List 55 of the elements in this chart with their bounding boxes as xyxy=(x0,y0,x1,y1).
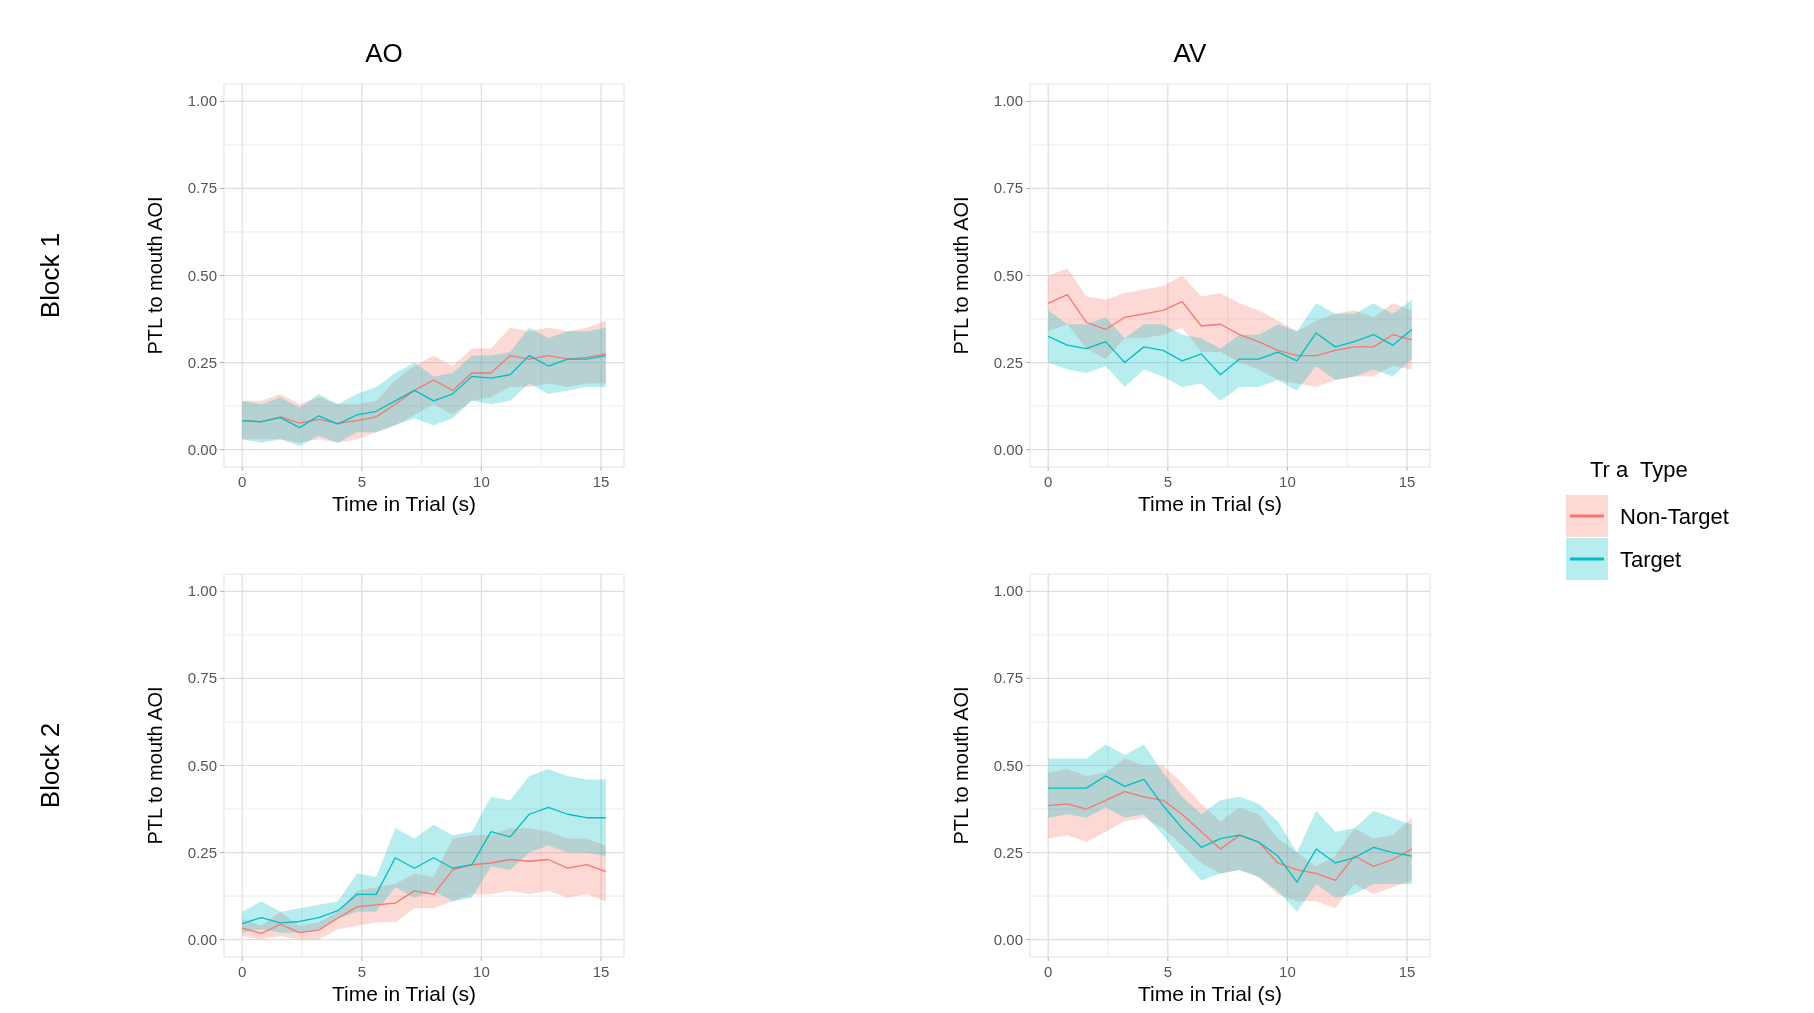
x-axis-title: Time in Trial (s) xyxy=(332,492,476,515)
y-axis-title: PTL to mouth AOI xyxy=(144,196,166,355)
y-tick-label: 0.50 xyxy=(993,266,1023,284)
x-tick-label: 15 xyxy=(1398,473,1416,490)
x-tick-label: 5 xyxy=(1163,473,1172,490)
y-axis-title: PTL to mouth AOI xyxy=(144,686,166,845)
x-tick-label: 0 xyxy=(238,473,247,490)
y-tick-label: 0.50 xyxy=(993,756,1023,774)
chart-title: AO xyxy=(365,38,403,68)
y-tick-label: 1.00 xyxy=(187,92,217,110)
text: Block 2 xyxy=(35,722,65,809)
text: Block 1 xyxy=(35,232,65,319)
x-axis-title: Time in Trial (s) xyxy=(1138,982,1282,1005)
x-tick-label: 10 xyxy=(1279,473,1296,490)
x-tick-label: 15 xyxy=(592,963,610,980)
y-tick-label: 0.00 xyxy=(187,930,217,948)
y-tick-label: 0.75 xyxy=(187,669,217,687)
y-axis-title: PTL to mouth AOI xyxy=(950,686,972,845)
x-tick-label: 5 xyxy=(357,963,366,980)
line-series xyxy=(241,858,607,934)
x-tick-label: 10 xyxy=(473,473,490,490)
x-tick-label: 0 xyxy=(1044,473,1053,490)
x-tick-label: 15 xyxy=(1398,963,1416,980)
x-tick-label: 5 xyxy=(1163,963,1172,980)
line-series xyxy=(1047,328,1413,376)
x-tick-label: 0 xyxy=(1044,963,1053,980)
y-tick-label: 0.00 xyxy=(187,440,217,458)
y-tick-label: 1.00 xyxy=(993,92,1023,110)
x-tick-label: 5 xyxy=(357,473,366,490)
y-axis-title: PTL to mouth AOI xyxy=(950,196,972,355)
y-tick-label: 0.25 xyxy=(187,843,217,861)
legend-title: Tr a Type xyxy=(1590,457,1688,482)
y-tick-label: 0.75 xyxy=(993,669,1023,687)
legend-label: Target xyxy=(1620,547,1682,572)
chart-title: AV xyxy=(1173,38,1208,68)
line-series xyxy=(241,806,607,925)
x-tick-label: 0 xyxy=(238,963,247,980)
x-axis-title: Time in Trial (s) xyxy=(332,982,476,1005)
x-tick-label: 10 xyxy=(1279,963,1296,980)
legend-label: Non-Target xyxy=(1620,504,1729,529)
line-series xyxy=(1047,294,1413,357)
y-tick-label: 0.25 xyxy=(187,353,217,371)
y-tick-label: 0.00 xyxy=(993,440,1023,458)
y-tick-label: 0.75 xyxy=(993,179,1023,197)
y-tick-label: 0.50 xyxy=(187,266,217,284)
y-tick-label: 1.00 xyxy=(993,582,1023,600)
x-tick-label: 15 xyxy=(592,473,610,490)
y-tick-label: 0.75 xyxy=(187,179,217,197)
y-tick-label: 0.25 xyxy=(993,353,1023,371)
x-tick-label: 10 xyxy=(473,963,490,980)
y-tick-label: 1.00 xyxy=(187,582,217,600)
y-tick-label: 0.50 xyxy=(187,756,217,774)
x-axis-title: Time in Trial (s) xyxy=(1138,492,1282,515)
y-tick-label: 0.25 xyxy=(993,843,1023,861)
y-tick-label: 0.00 xyxy=(993,930,1023,948)
